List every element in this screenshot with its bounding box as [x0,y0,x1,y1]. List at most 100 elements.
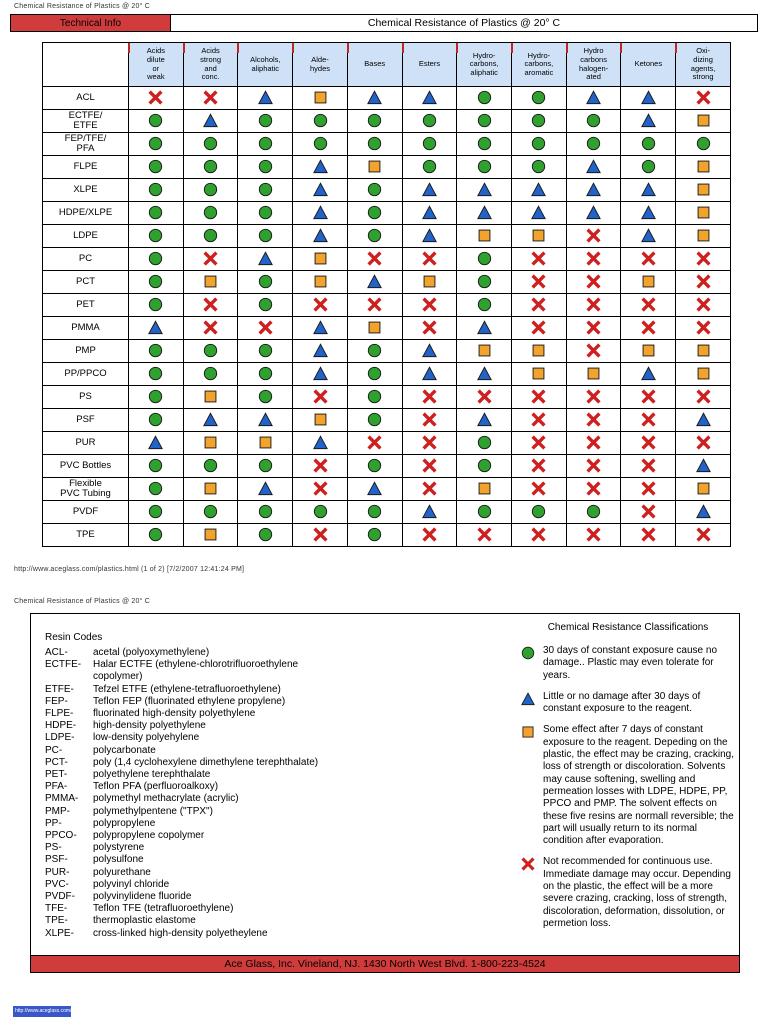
legend-text: Some effect after 7 days of constant exp… [543,724,735,847]
rating-cell [565,86,622,110]
rating-cell [292,224,348,248]
not-recommended-x-icon [422,458,437,473]
page-title: Chemical Resistance of Plastics @ 20° C [367,17,561,29]
rating-cell [237,362,294,386]
resin-code: PS- [45,842,62,854]
resin-code: PET- [45,769,68,781]
not-recommended-x-icon [641,435,656,450]
resin-label: PSF [42,408,129,432]
good-circle-icon [148,113,163,128]
rating-cell [511,500,567,524]
rating-cell [346,86,403,110]
good-circle-icon [203,228,218,243]
legend-item: Some effect after 7 days of constant exp… [521,724,735,847]
table-row: XLPE [42,178,731,202]
resin-label: PC [42,247,129,271]
not-recommended-x-icon [641,297,656,312]
good-circle-icon [203,504,218,519]
rating-cell [182,86,239,110]
resin-codes-list: ACL-acetal (polyoxymethylene) ECTFE- Halar… [45,647,465,940]
fair-triangle-icon [586,205,602,220]
good-circle-icon [531,113,546,128]
rating-cell [620,431,677,455]
rating-cell [401,362,458,386]
rating-cell [401,86,458,110]
rating-cell [292,155,348,179]
not-recommended-x-icon [696,389,711,404]
rating-cell [675,224,731,248]
good-circle-icon [367,412,382,427]
resin-code: TPE- [45,915,68,927]
good-circle-icon [148,274,163,289]
good-circle-icon [477,113,492,128]
good-circle-icon [367,228,382,243]
resin-description: polyvinyl chloride [93,878,170,890]
some-effect-square-icon [313,90,328,105]
rating-cell [675,454,731,478]
rating-cell [565,362,622,386]
good-circle-icon [521,645,543,660]
table-row: LDPE [42,224,731,248]
rating-cell [182,132,239,156]
fair-triangle-icon [312,205,328,220]
fair-triangle-icon [521,691,543,706]
rating-cell [182,477,239,501]
rating-cell [237,523,294,547]
rating-cell [128,316,184,340]
resin-code: PVDF- [45,891,75,903]
some-effect-square-icon [696,113,711,128]
rating-cell [346,247,403,271]
rating-cell [565,178,622,202]
rating-cell [346,155,403,179]
rating-cell [675,477,731,501]
fair-triangle-icon [531,205,547,220]
rating-cell [675,132,731,156]
rating-cell [292,339,348,363]
resin-label: FLPE [42,155,129,179]
good-circle-icon [258,389,273,404]
not-recommended-x-icon [641,481,656,496]
resin-label: FEP/TFE/ PFA [42,132,129,156]
rating-cell [401,201,458,225]
fair-triangle-icon [640,228,656,243]
good-circle-icon [367,205,382,220]
some-effect-square-icon [696,159,711,174]
not-recommended-x-icon [203,90,218,105]
good-circle-icon [148,297,163,312]
good-circle-icon [367,113,382,128]
resin-code: PFA- [45,781,68,793]
rating-cell [456,109,513,133]
not-recommended-x-icon [531,481,546,496]
fair-triangle-icon [312,366,328,381]
table-row: PVC Bottles [42,454,731,478]
taskbar-link[interactable]: http://www.aceglass.com/plastics.html [13,1006,71,1017]
rating-cell [620,86,677,110]
rating-cell [128,339,184,363]
rating-cell [237,477,294,501]
rating-cell [237,132,294,156]
rating-cell [620,155,677,179]
not-recommended-x-icon [586,412,601,427]
rating-cell [182,523,239,547]
rating-cell [620,408,677,432]
good-circle-icon [258,182,273,197]
fair-triangle-icon [640,90,656,105]
technical-info-tab[interactable]: Technical Info [11,15,171,31]
not-recommended-x-icon [203,251,218,266]
rating-cell [620,316,677,340]
rating-cell [182,316,239,340]
some-effect-square-icon [696,366,711,381]
rating-cell [346,523,403,547]
rating-cell [237,454,294,478]
rating-cell [292,362,348,386]
resin-description: Halar ECTFE (ethylene-chlorotrifluoroeth… [93,659,299,683]
column-header: Acids strong and conc. [182,42,239,87]
rating-cell [511,270,567,294]
not-recommended-x-icon [641,527,656,542]
fair-triangle-icon [312,159,328,174]
good-circle-icon [422,113,437,128]
fair-triangle-icon [203,412,219,427]
some-effect-square-icon [367,320,382,335]
not-recommended-x-icon [422,320,437,335]
rating-cell [237,270,294,294]
